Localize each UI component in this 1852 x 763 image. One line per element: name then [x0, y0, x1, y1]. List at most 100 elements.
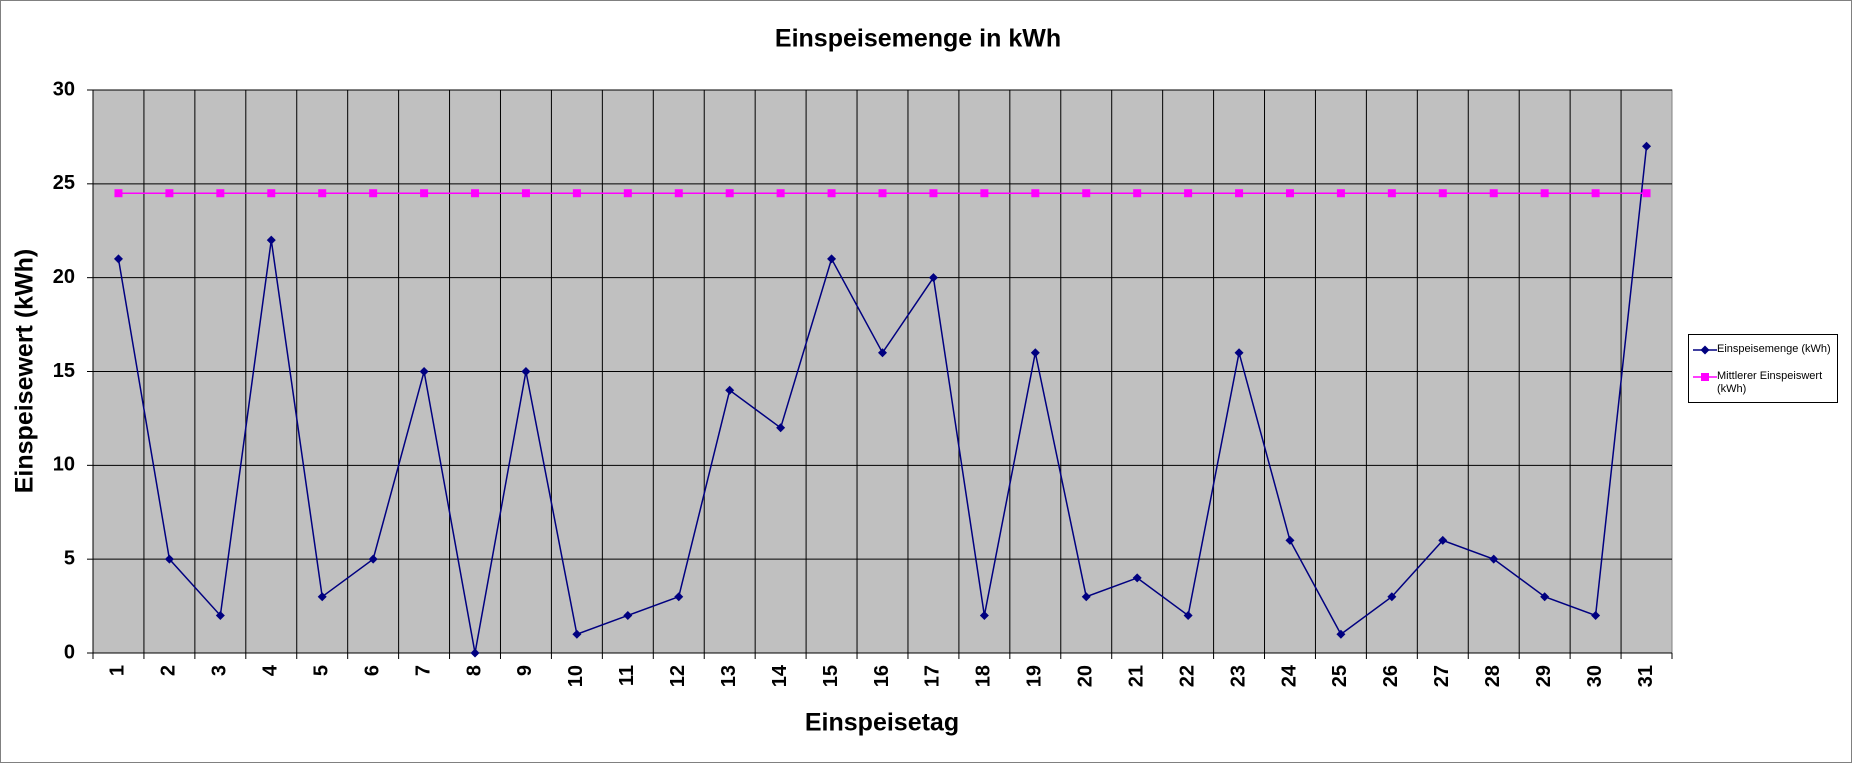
point	[1081, 592, 1091, 602]
point	[216, 189, 225, 198]
x-tick-label: 27	[1431, 665, 1453, 687]
legend-label: Einspeisemenge (kWh)	[1717, 343, 1831, 355]
point	[725, 189, 734, 198]
point	[114, 189, 123, 198]
point	[266, 235, 276, 245]
x-tick-label: 18	[973, 665, 995, 687]
x-tick-label: 19	[1024, 665, 1046, 687]
point	[776, 423, 786, 433]
point	[1438, 535, 1448, 545]
point	[1285, 535, 1295, 545]
point	[1234, 348, 1244, 358]
x-tick-label: 30	[1584, 665, 1606, 687]
point	[1540, 189, 1549, 198]
point	[1438, 189, 1447, 198]
point	[215, 610, 225, 620]
point	[827, 254, 837, 264]
point	[1591, 189, 1600, 198]
point	[419, 367, 429, 376]
legend-marker	[1700, 345, 1710, 355]
y-tick-label: 20	[53, 266, 75, 288]
point	[623, 189, 632, 198]
point	[318, 189, 327, 198]
point	[674, 189, 683, 198]
x-tick-label: 13	[718, 665, 740, 687]
x-tick-label: 6	[361, 665, 383, 676]
point	[1336, 629, 1346, 639]
point	[1285, 189, 1294, 198]
y-tick-label: 25	[53, 172, 75, 194]
point	[878, 348, 887, 358]
chart-title: Einspeisemenge in kWh	[775, 25, 1061, 53]
point	[1030, 348, 1040, 358]
point	[369, 189, 378, 198]
y-tick-label: 0	[64, 641, 75, 663]
point	[1642, 141, 1652, 151]
point	[267, 189, 276, 198]
x-tick-label: 3	[209, 665, 231, 676]
point	[929, 189, 938, 198]
point	[979, 610, 989, 620]
point	[1387, 592, 1397, 602]
point	[420, 189, 429, 198]
legend-item: Einspeisemenge (kWh)	[1693, 343, 1835, 356]
y-tick-label: 30	[53, 78, 75, 100]
x-tick-label: 8	[463, 665, 485, 676]
x-tick-label: 5	[310, 665, 332, 676]
point	[623, 610, 633, 620]
point	[470, 648, 480, 658]
x-tick-label: 23	[1227, 665, 1249, 687]
x-tick-label: 10	[565, 665, 587, 687]
x-tick-label: 9	[514, 665, 536, 676]
point	[776, 189, 785, 198]
x-tick-label: 16	[871, 665, 893, 687]
x-tick-label: 31	[1635, 665, 1657, 687]
point	[165, 189, 174, 198]
x-tick-label: 26	[1380, 665, 1402, 687]
y-tick-label: 5	[64, 547, 75, 569]
legend-label: Mittlerer Einspeiswert (kWh)	[1717, 370, 1823, 395]
point	[674, 592, 684, 602]
y-tick-label: 15	[53, 360, 75, 382]
point	[1336, 189, 1345, 198]
point	[827, 189, 836, 198]
point	[1591, 610, 1601, 620]
point	[980, 189, 989, 198]
point	[878, 189, 887, 198]
x-tick-label: 22	[1176, 665, 1198, 687]
legend: Einspeisemenge (kWh) Mittlerer Einspeiswe…	[1688, 334, 1838, 403]
point	[368, 554, 378, 564]
point	[1184, 189, 1193, 198]
point	[1387, 189, 1396, 198]
point	[1540, 592, 1550, 602]
point	[1183, 610, 1193, 620]
point	[572, 629, 582, 639]
x-tick-label: 29	[1533, 665, 1555, 687]
x-tick-label: 1	[107, 665, 129, 676]
legend-swatch	[1693, 345, 1717, 355]
x-tick-label: 4	[260, 664, 282, 676]
x-tick-label: 2	[158, 665, 180, 676]
legend-item: Mittlerer Einspeiswert (kWh)	[1693, 370, 1835, 396]
y-axis-title: Einspeisewert (kWh)	[11, 249, 39, 494]
point	[1489, 554, 1499, 564]
point	[471, 189, 480, 198]
x-tick-label: 28	[1482, 665, 1504, 687]
point	[1133, 189, 1142, 198]
point	[1235, 189, 1244, 198]
point	[521, 367, 531, 376]
x-tick-label: 15	[820, 665, 842, 687]
x-tick-label: 25	[1329, 665, 1351, 687]
point	[1082, 189, 1091, 198]
point	[113, 254, 123, 264]
point	[1489, 189, 1498, 198]
point	[317, 592, 327, 602]
x-tick-label: 17	[922, 665, 944, 687]
point	[1132, 573, 1142, 583]
point	[928, 273, 938, 283]
x-tick-label: 20	[1075, 665, 1097, 687]
point	[572, 189, 581, 198]
legend-swatch	[1693, 373, 1717, 381]
